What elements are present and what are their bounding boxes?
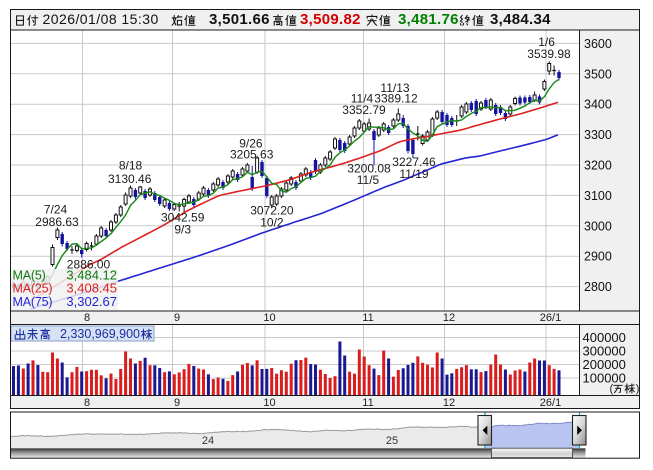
- svg-text:MA(5): MA(5): [13, 268, 46, 282]
- svg-text:3539.98: 3539.98: [527, 47, 571, 61]
- svg-text:8: 8: [84, 397, 90, 409]
- svg-text:10/2: 10/2: [260, 216, 284, 230]
- svg-text:3,302.67: 3,302.67: [66, 294, 117, 309]
- svg-text:3389.12: 3389.12: [374, 92, 418, 106]
- svg-text:11: 11: [362, 312, 373, 324]
- svg-text:10: 10: [263, 397, 275, 409]
- svg-text:2,330,969,900: 2,330,969,900: [60, 327, 140, 341]
- svg-text:3300: 3300: [584, 128, 612, 142]
- svg-text:3,501.66: 3,501.66: [209, 11, 270, 28]
- svg-text:26/1: 26/1: [540, 397, 561, 409]
- svg-text:2986.63: 2986.63: [35, 215, 79, 229]
- svg-text:11/13: 11/13: [380, 81, 409, 95]
- svg-text:11/19: 11/19: [399, 167, 428, 181]
- svg-text:3500: 3500: [584, 67, 612, 81]
- svg-text:3,484.34: 3,484.34: [490, 11, 551, 28]
- svg-text:2886.00: 2886.00: [67, 258, 111, 272]
- svg-text:3200.08: 3200.08: [347, 162, 391, 176]
- svg-text:11/5: 11/5: [357, 173, 380, 187]
- svg-text:2800: 2800: [584, 280, 612, 294]
- svg-text:3042.59: 3042.59: [161, 211, 205, 225]
- svg-text:3130.46: 3130.46: [108, 172, 152, 186]
- svg-text:MA(75): MA(75): [13, 295, 53, 309]
- svg-text:3600: 3600: [584, 37, 612, 51]
- svg-text:1/6: 1/6: [538, 35, 555, 49]
- svg-text:3,509.82: 3,509.82: [300, 11, 361, 28]
- svg-text:3400: 3400: [584, 98, 612, 112]
- svg-text:100000: 100000: [583, 371, 626, 386]
- svg-text:25: 25: [386, 435, 398, 447]
- svg-text:3,408.45: 3,408.45: [66, 281, 117, 296]
- svg-text:9: 9: [174, 397, 180, 409]
- svg-text:3200: 3200: [584, 159, 612, 173]
- svg-text:11/4: 11/4: [351, 92, 374, 106]
- svg-text:9: 9: [174, 312, 180, 324]
- svg-text:2026/01/08 15:30: 2026/01/08 15:30: [43, 11, 159, 27]
- svg-text:3352.79: 3352.79: [342, 103, 386, 117]
- svg-text:200000: 200000: [583, 357, 626, 372]
- svg-text:24: 24: [202, 435, 214, 447]
- svg-text:12: 12: [443, 397, 455, 409]
- svg-text:3100: 3100: [584, 189, 612, 203]
- svg-text:): ): [636, 383, 640, 395]
- svg-text:9/3: 9/3: [174, 223, 191, 237]
- svg-text:12: 12: [443, 312, 455, 324]
- svg-text:2900: 2900: [584, 250, 612, 264]
- svg-text:9/26: 9/26: [239, 137, 263, 151]
- svg-text:10: 10: [263, 312, 275, 324]
- svg-text:7/24: 7/24: [44, 203, 68, 217]
- svg-text:3205.63: 3205.63: [230, 148, 274, 162]
- svg-text:300000: 300000: [583, 344, 626, 359]
- svg-text:3,484.12: 3,484.12: [66, 267, 117, 282]
- svg-text:11: 11: [362, 397, 373, 409]
- svg-text:(: (: [610, 383, 614, 395]
- svg-text:3072.20: 3072.20: [250, 204, 294, 218]
- svg-text:3,481.76: 3,481.76: [398, 11, 459, 28]
- svg-text:26/1: 26/1: [540, 312, 561, 324]
- svg-text:400000: 400000: [583, 330, 626, 345]
- svg-text:8: 8: [84, 312, 90, 324]
- svg-text:MA(25): MA(25): [13, 282, 53, 296]
- svg-text:3000: 3000: [584, 219, 612, 233]
- svg-text:3227.46: 3227.46: [392, 155, 436, 169]
- svg-text:8/18: 8/18: [119, 159, 143, 173]
